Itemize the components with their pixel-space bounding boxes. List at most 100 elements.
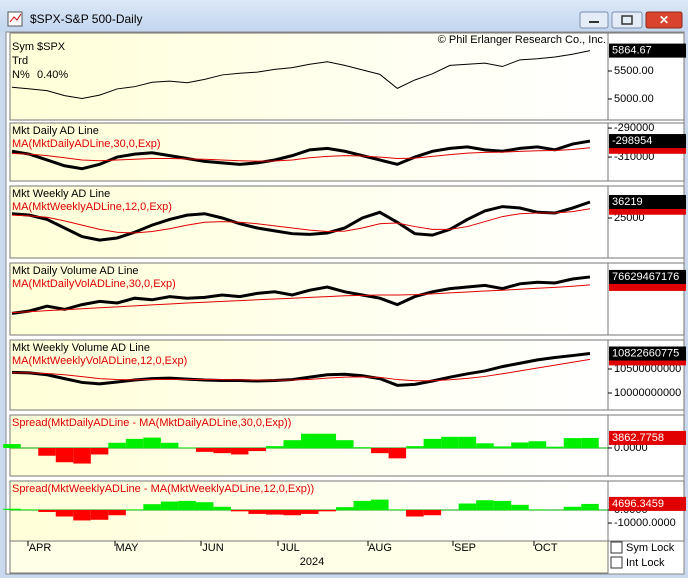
spread-bar xyxy=(406,510,424,517)
spread-bar xyxy=(476,443,494,448)
spread-bar xyxy=(90,510,109,520)
spread-bar xyxy=(230,510,249,512)
spread-bar xyxy=(38,447,56,456)
spread-bar xyxy=(265,446,284,448)
panel-background xyxy=(9,32,609,121)
spread-bar xyxy=(230,447,249,455)
series-line xyxy=(11,352,591,387)
n-value: 0.40% xyxy=(37,69,68,81)
spread-bar xyxy=(38,510,56,512)
spread-bar xyxy=(423,438,442,448)
title-bar xyxy=(0,0,688,32)
panel-background xyxy=(9,185,609,259)
series-label: Spread(MktDailyADLine - MA(MktDailyADLin… xyxy=(12,417,291,429)
spread-bar xyxy=(301,433,319,448)
spread-bar xyxy=(563,506,582,511)
panel-background xyxy=(9,262,609,336)
spread-bar xyxy=(125,438,144,448)
int-lock-checkbox[interactable] xyxy=(610,556,623,569)
value-box-label: -298954 xyxy=(612,135,652,147)
spread-bar xyxy=(143,504,161,511)
spread-bar xyxy=(195,447,214,452)
spread-bar xyxy=(493,500,512,511)
value-box-label: 10822660775 xyxy=(612,347,679,359)
copyright: © Phil Erlanger Research Co., Inc. xyxy=(438,34,606,46)
panel-background xyxy=(9,122,609,182)
ma-line xyxy=(11,208,591,234)
spread-bar xyxy=(283,440,301,448)
axis-background xyxy=(607,480,685,542)
series-label: Mkt Weekly AD Line xyxy=(12,188,110,200)
close-button[interactable] xyxy=(645,11,683,29)
month-label: APR xyxy=(29,542,52,554)
series-line xyxy=(11,200,591,242)
panel-background xyxy=(9,339,609,411)
spread-bar xyxy=(265,510,284,515)
month-label: JUN xyxy=(202,542,223,554)
sym-lock-checkbox[interactable] xyxy=(610,541,623,554)
y-tick-label: -10000.0000 xyxy=(614,517,676,529)
value-box xyxy=(609,43,686,58)
y-tick-label: -310000 xyxy=(614,151,654,163)
spread-bar xyxy=(213,447,231,454)
spread-bar xyxy=(528,441,547,448)
y-tick-label: -290000 xyxy=(614,122,654,134)
spread-bar xyxy=(160,442,179,448)
spread-bar xyxy=(318,433,337,448)
spread-bar xyxy=(546,446,564,448)
spread-bar xyxy=(388,509,407,511)
spread-bar xyxy=(283,510,301,516)
spread-bar xyxy=(73,447,91,464)
ma-line xyxy=(11,358,591,382)
spread-bar xyxy=(3,444,21,448)
axis-background xyxy=(607,414,685,477)
spread-bar xyxy=(563,438,582,448)
value-box xyxy=(609,430,686,445)
series-label: Mkt Weekly Volume AD Line xyxy=(12,342,150,354)
spread-bar xyxy=(3,508,21,511)
spread-bar xyxy=(353,500,372,511)
trend-label: Trd xyxy=(12,55,28,67)
value-box-label: 4696.3459 xyxy=(612,498,664,510)
series-label: Mkt Daily Volume AD Line xyxy=(12,265,139,277)
spread-bar xyxy=(458,503,477,511)
spread-bar xyxy=(248,447,266,452)
month-label: AUG xyxy=(368,542,392,554)
spread-bar xyxy=(178,447,196,448)
value-box-label: 5864.67 xyxy=(612,45,652,57)
spread-bar xyxy=(511,442,529,448)
value-box xyxy=(609,134,686,149)
y-tick-label: 10500000000 xyxy=(614,363,681,375)
int-lock-label: Int Lock xyxy=(626,557,665,569)
maximize-button[interactable] xyxy=(611,11,643,29)
minimize-button[interactable] xyxy=(579,11,609,29)
spread-bar xyxy=(108,442,126,448)
x-axis-background xyxy=(9,540,609,574)
series-label: Mkt Daily AD Line xyxy=(12,125,99,137)
maximize-icon xyxy=(621,15,633,25)
spread-bar xyxy=(388,447,407,459)
value-box-label: 76629467176 xyxy=(612,271,679,283)
spread-bar xyxy=(318,510,337,512)
series-label: MA(MktWeeklyVolADLine,12,0,Exp) xyxy=(12,355,187,367)
spread-bar xyxy=(371,447,389,454)
spread-bar xyxy=(73,510,91,521)
spread-bar xyxy=(528,509,547,511)
ma-line xyxy=(11,284,591,314)
spread-bar xyxy=(511,504,529,511)
value-box-label: 3862.7758 xyxy=(612,432,664,444)
spread-bar xyxy=(493,446,512,448)
spread-bar xyxy=(423,510,442,516)
series-line xyxy=(11,275,591,315)
month-label: SEP xyxy=(454,542,476,554)
spread-bar xyxy=(125,509,144,511)
series-label: Spread(MktWeeklyADLine - MA(MktWeeklyADL… xyxy=(12,483,314,495)
spread-bar xyxy=(371,499,389,511)
spread-bar xyxy=(581,503,599,511)
y-tick-label: 5000.00 xyxy=(614,93,654,105)
series-label: MA(MktDailyADLine,30,0,Exp) xyxy=(12,138,161,150)
month-label: JUL xyxy=(280,542,300,554)
spread-bar xyxy=(213,506,231,511)
spread-bar xyxy=(336,440,354,448)
